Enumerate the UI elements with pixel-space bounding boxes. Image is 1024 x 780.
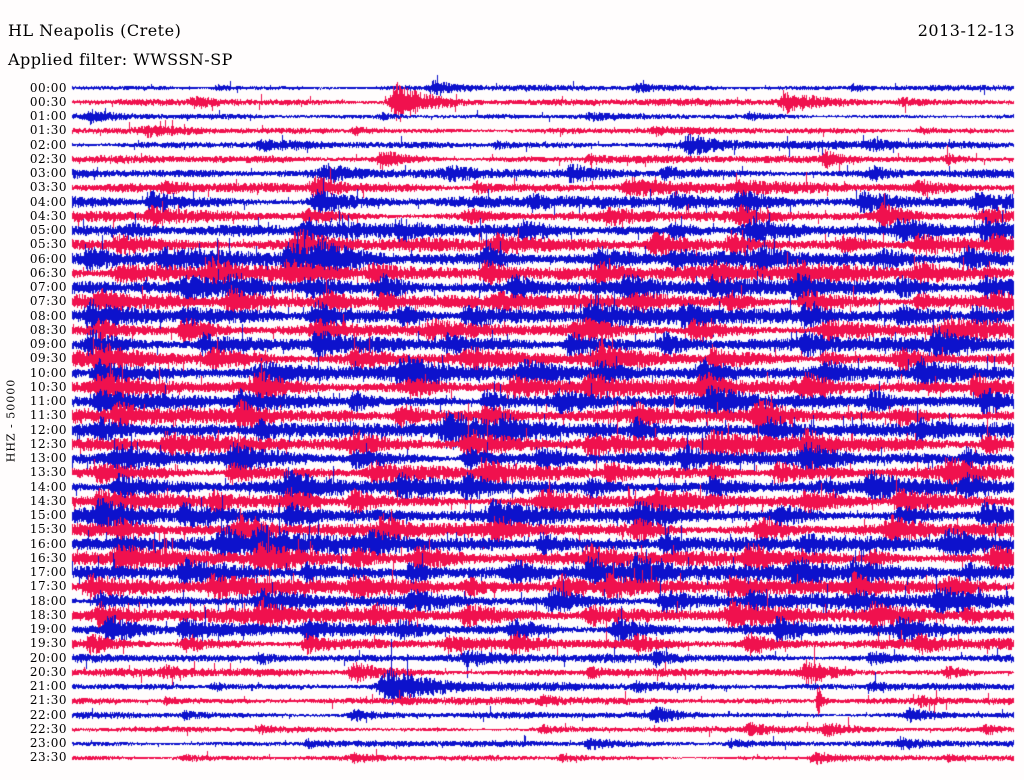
time-label: 00:30 (29, 94, 67, 109)
time-label: 19:30 (29, 636, 67, 651)
time-label: 23:30 (29, 750, 67, 765)
time-label: 09:30 (29, 351, 67, 366)
time-label: 02:30 (29, 151, 67, 166)
time-label: 03:00 (29, 166, 67, 181)
time-label: 19:00 (29, 622, 67, 637)
time-label: 09:00 (29, 337, 67, 352)
time-label: 14:30 (29, 493, 67, 508)
time-label: 02:00 (29, 137, 67, 152)
time-label: 15:00 (29, 508, 67, 523)
time-label: 08:00 (29, 308, 67, 323)
time-label: 20:30 (29, 664, 67, 679)
time-label: 03:30 (29, 180, 67, 195)
time-label: 07:30 (29, 294, 67, 309)
time-label: 11:30 (29, 408, 67, 423)
time-label: 13:30 (29, 465, 67, 480)
time-label: 10:30 (29, 379, 67, 394)
time-label: 10:00 (29, 365, 67, 380)
time-label: 11:00 (29, 394, 67, 409)
time-label: 01:00 (29, 109, 67, 123)
date-label: 2013-12-13 (917, 21, 1015, 40)
time-label: 01:30 (29, 123, 67, 138)
time-label: 17:00 (29, 565, 67, 580)
time-label: 05:00 (29, 223, 67, 238)
time-label: 16:30 (29, 550, 67, 565)
time-label: 18:00 (29, 593, 67, 608)
time-label: 06:30 (29, 265, 67, 280)
time-label: 14:00 (29, 479, 67, 494)
time-label: 08:30 (29, 322, 67, 337)
time-axis: 00:00 00:30 01:00 01:30 02:00 02:30 03:00 03:30… (0, 0, 67, 780)
time-label: 15:30 (29, 522, 67, 537)
time-label: 23:00 (29, 736, 67, 751)
time-label: 00:00 (29, 80, 67, 95)
station-title: HL Neapolis (Crete) (8, 21, 182, 40)
time-label: 21:00 (29, 679, 67, 694)
time-label: 22:00 (29, 707, 67, 722)
time-label: 04:00 (29, 194, 67, 209)
time-label: 18:30 (29, 607, 67, 622)
filter-label: Applied filter: WWSSN-SP (8, 50, 233, 69)
time-label: 04:30 (29, 208, 67, 223)
time-label: 20:00 (29, 650, 67, 665)
time-label: 12:30 (29, 436, 67, 451)
time-label: 06:00 (29, 251, 67, 266)
time-label: 21:30 (29, 693, 67, 708)
time-label: 16:00 (29, 536, 67, 551)
time-label: 22:30 (29, 721, 67, 736)
time-label: 17:30 (29, 579, 67, 594)
time-label: 13:00 (29, 451, 67, 466)
time-label: 07:00 (29, 280, 67, 295)
time-label: 12:00 (29, 422, 67, 437)
time-label: 05:30 (29, 237, 67, 252)
